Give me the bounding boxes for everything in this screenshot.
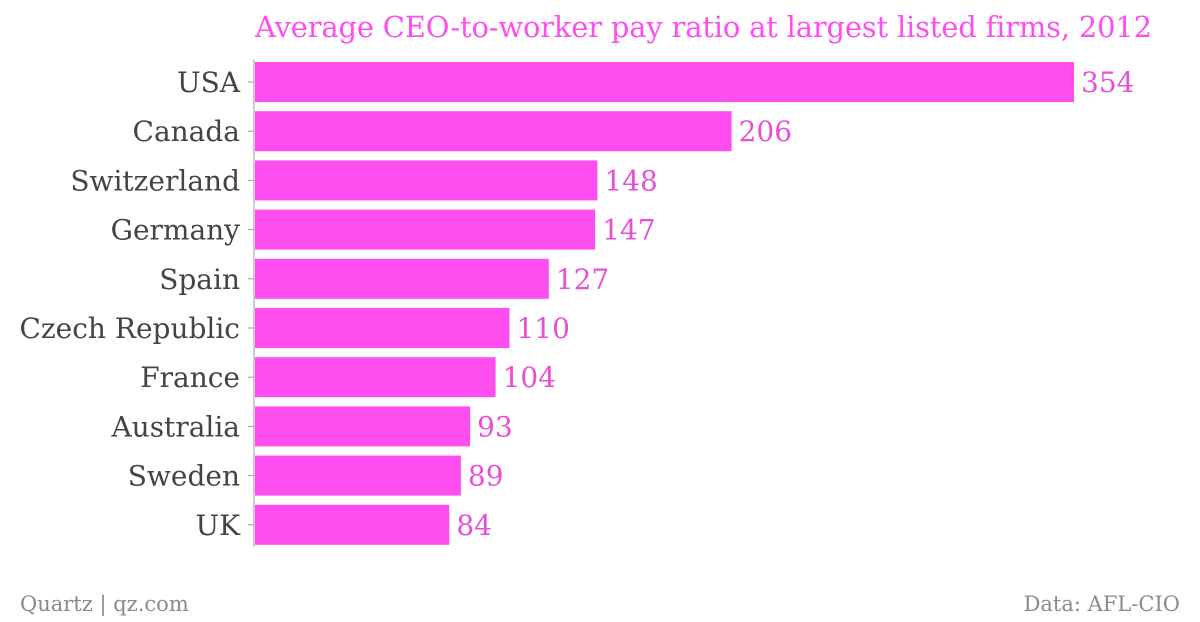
bar: [255, 62, 1074, 102]
value-label: 89: [468, 460, 504, 493]
category-label: Australia: [110, 410, 240, 443]
value-label: 93: [477, 410, 513, 443]
value-label: 104: [503, 361, 556, 394]
category-label: UK: [195, 509, 241, 542]
category-label: Sweden: [128, 460, 240, 493]
value-label: 354: [1081, 66, 1134, 99]
value-label: 110: [516, 312, 569, 345]
category-label: France: [140, 361, 240, 394]
bar: [255, 111, 732, 152]
value-label: 206: [739, 115, 792, 148]
bar: [255, 357, 496, 398]
data-source: Data: AFL-CIO: [1023, 592, 1180, 616]
bar: [255, 160, 598, 201]
bar: [255, 209, 596, 250]
category-label: Switzerland: [70, 164, 240, 197]
category-label: Czech Republic: [20, 312, 241, 345]
bar: [255, 406, 471, 447]
value-label: 148: [604, 164, 657, 197]
category-label: Canada: [133, 115, 240, 148]
value-label: 127: [556, 263, 609, 296]
value-label: 84: [456, 509, 492, 542]
category-label: USA: [177, 66, 241, 99]
category-label: Germany: [111, 214, 241, 247]
bar: [255, 308, 510, 348]
value-label: 147: [602, 214, 655, 247]
category-label: Spain: [159, 263, 240, 296]
source-credit: Quartz | qz.com: [20, 592, 189, 616]
bar: [255, 504, 450, 545]
bar: [255, 258, 549, 299]
chart-title: Average CEO-to-worker pay ratio at large…: [255, 10, 1152, 44]
bar: [255, 455, 461, 496]
